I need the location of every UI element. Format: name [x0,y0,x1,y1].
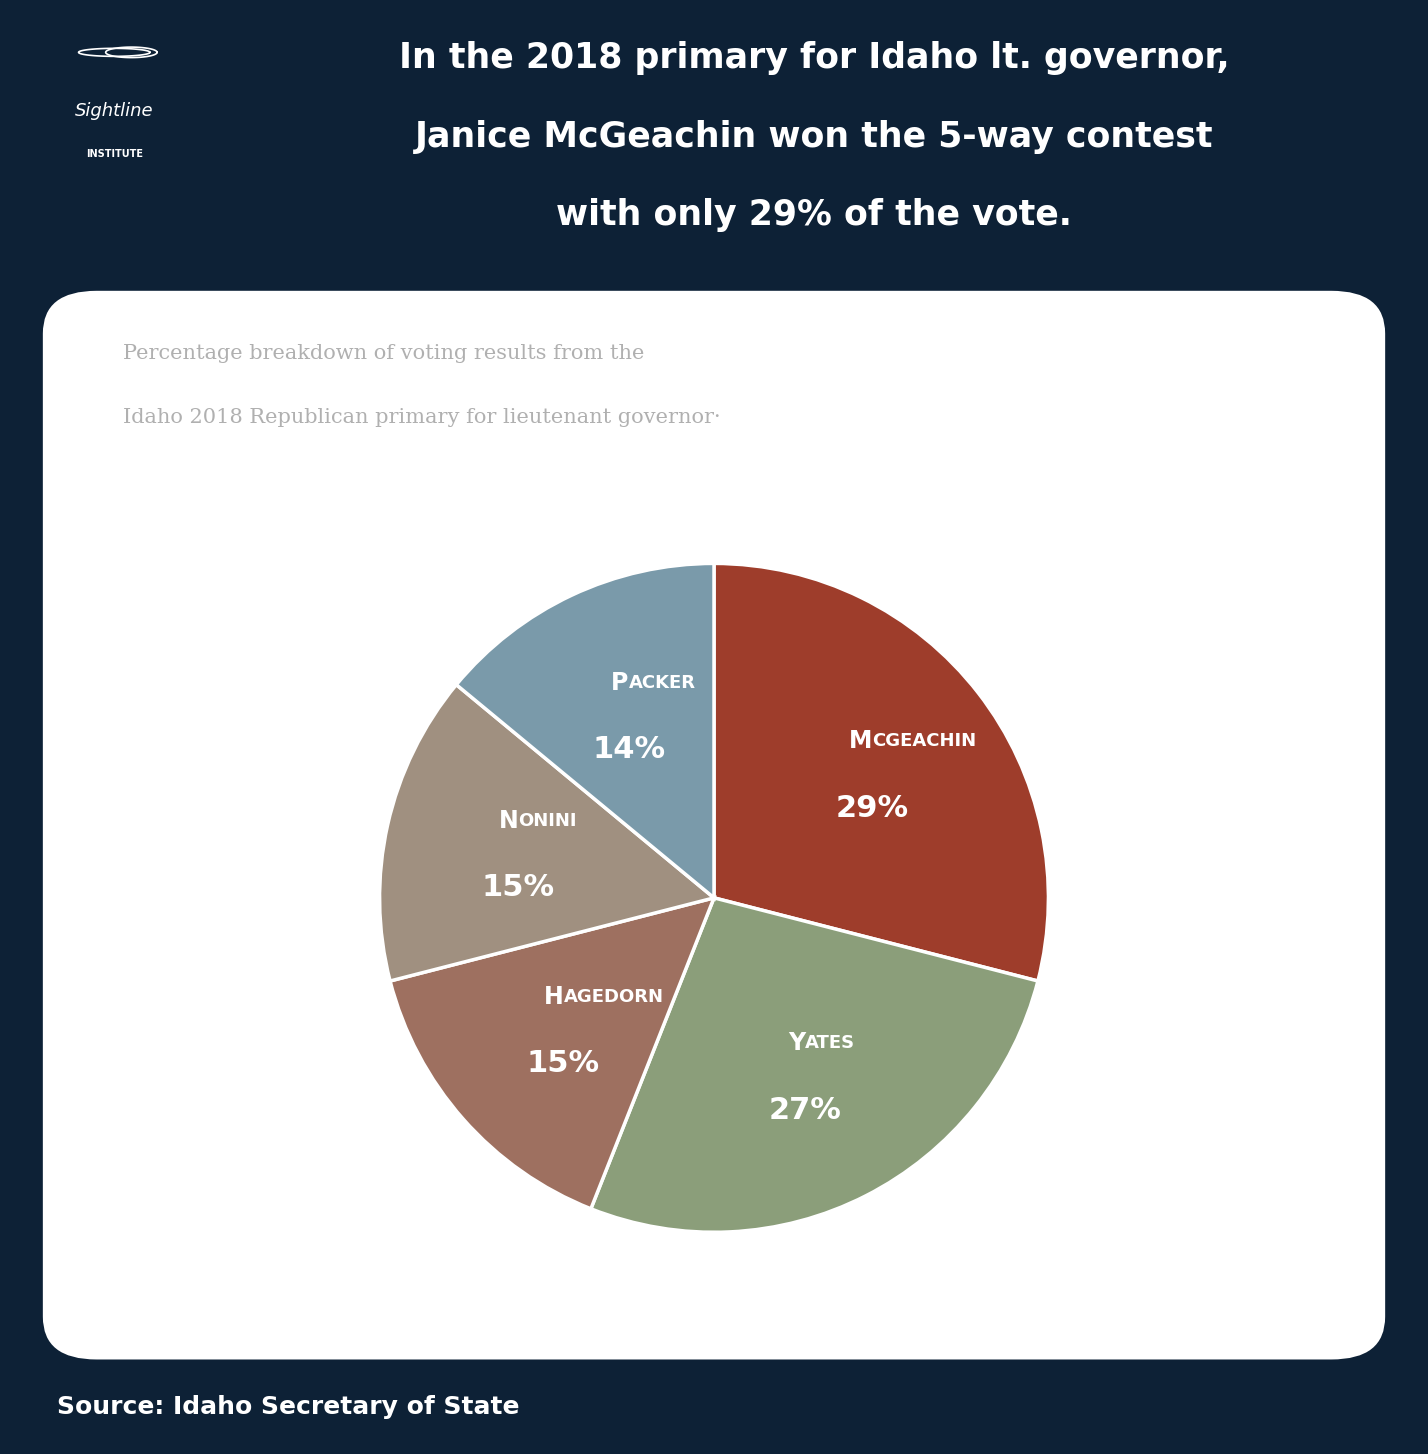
Text: INSTITUTE: INSTITUTE [86,150,143,158]
Text: Janice McGeachin won the 5-way contest: Janice McGeachin won the 5-way contest [414,119,1214,154]
Text: 29%: 29% [835,794,910,823]
Text: P: P [611,670,628,695]
Text: ACKER: ACKER [628,673,695,692]
Text: 15%: 15% [527,1050,600,1079]
Text: Sightline: Sightline [74,102,154,119]
Text: 27%: 27% [768,1095,841,1124]
Text: 15%: 15% [481,872,554,901]
Text: 14%: 14% [593,736,665,765]
Text: Percentage breakdown of voting results from the: Percentage breakdown of voting results f… [123,345,645,364]
Text: with only 29% of the vote.: with only 29% of the vote. [555,198,1072,233]
Wedge shape [390,897,714,1208]
Text: AGEDORN: AGEDORN [564,989,664,1006]
Text: M: M [850,730,873,753]
Text: N: N [498,808,518,833]
Text: In the 2018 primary for Idaho lt. governor,: In the 2018 primary for Idaho lt. govern… [398,41,1230,76]
Text: Y: Y [788,1031,805,1056]
Wedge shape [457,563,714,897]
Wedge shape [714,563,1048,981]
Text: ATES: ATES [805,1034,855,1053]
Text: Source: Idaho Secretary of State: Source: Idaho Secretary of State [57,1394,520,1419]
Text: Idaho 2018 Republican primary for lieutenant governor·: Idaho 2018 Republican primary for lieute… [123,409,721,427]
Text: ONINI: ONINI [518,811,577,830]
Text: H: H [544,986,564,1009]
Wedge shape [591,897,1038,1232]
Wedge shape [380,685,714,981]
FancyBboxPatch shape [43,291,1385,1359]
Text: CGEACHIN: CGEACHIN [873,733,977,750]
